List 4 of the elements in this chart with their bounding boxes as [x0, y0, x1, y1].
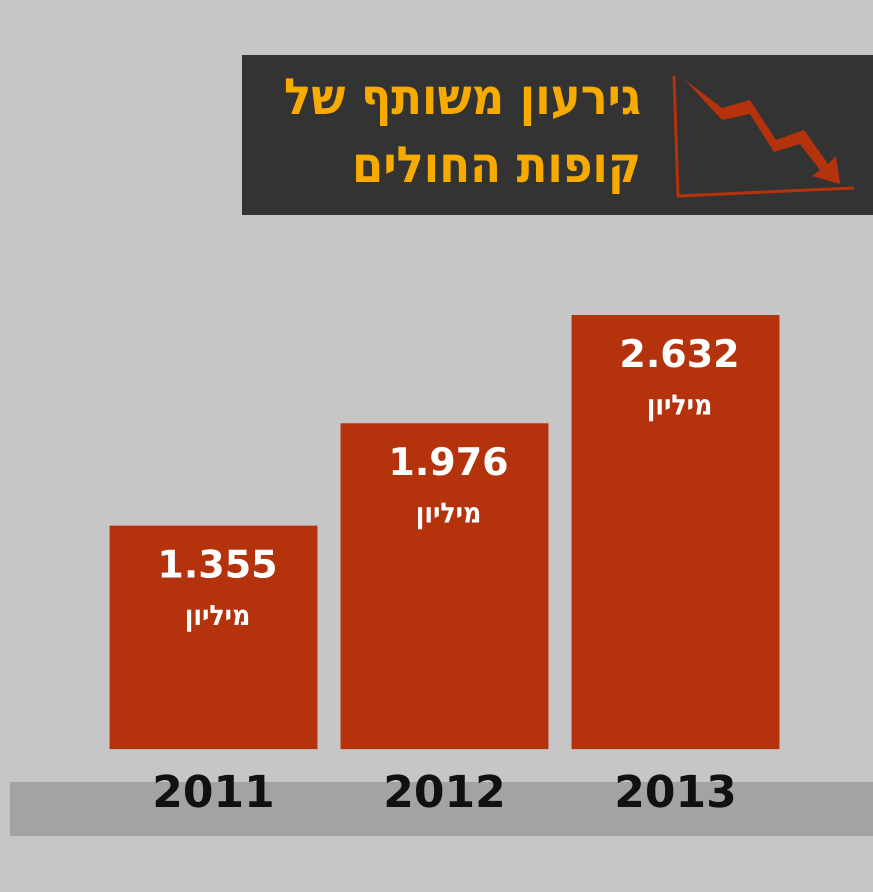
- x-tick-label: 2011: [152, 767, 275, 818]
- x-tick-label: 2013: [614, 767, 737, 818]
- x-tick-label: 2012: [383, 767, 506, 818]
- chart-title: גירעון משותף של קופות החולים: [282, 67, 641, 196]
